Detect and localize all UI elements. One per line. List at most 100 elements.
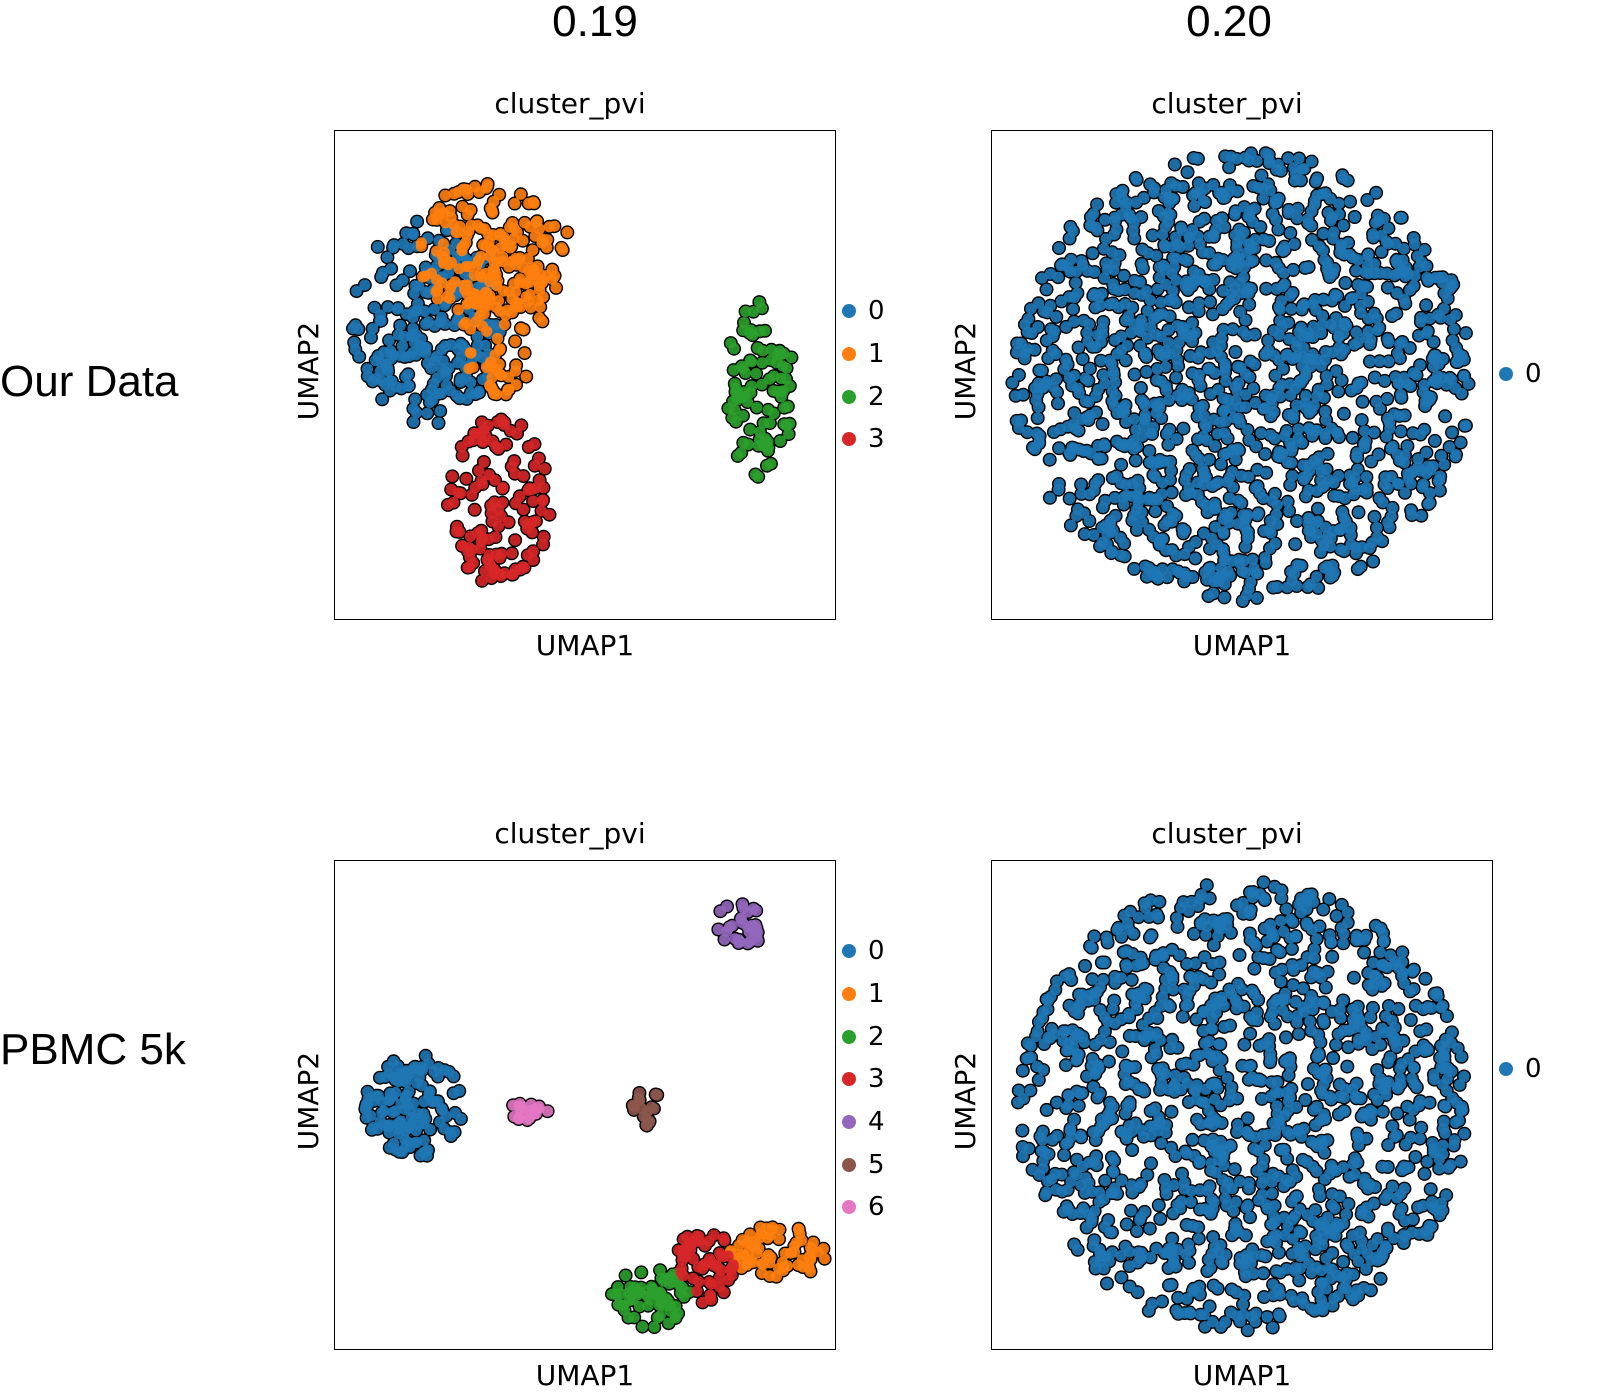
- data-point-cluster-3: [474, 542, 486, 555]
- data-point-cluster-0: [1111, 436, 1123, 448]
- data-point-cluster-0: [1240, 389, 1252, 401]
- data-point-cluster-0: [1052, 397, 1064, 409]
- data-point-cluster-0: [1239, 368, 1252, 380]
- data-point-cluster-0: [1139, 560, 1151, 573]
- data-point-cluster-0: [1082, 336, 1094, 348]
- data-point-cluster-3: [718, 1234, 730, 1247]
- data-point-cluster-0: [1193, 297, 1205, 309]
- data-point-cluster-3: [492, 520, 504, 532]
- data-point-cluster-2: [768, 385, 780, 397]
- data-point-cluster-1: [463, 363, 475, 375]
- data-point-cluster-1: [518, 324, 530, 336]
- data-point-cluster-0: [1094, 540, 1106, 552]
- data-point-cluster-4: [737, 902, 749, 914]
- data-point-cluster-4: [726, 920, 738, 932]
- data-point-cluster-2: [632, 1289, 644, 1301]
- data-point-cluster-0: [393, 1146, 405, 1158]
- data-point-cluster-0: [419, 305, 431, 317]
- data-point-cluster-0: [1112, 301, 1125, 313]
- data-point-cluster-0: [1114, 532, 1126, 544]
- data-point-cluster-0: [471, 331, 484, 343]
- data-point-cluster-0: [1367, 555, 1379, 568]
- data-point-cluster-0: [1298, 163, 1310, 175]
- data-point-cluster-0: [1323, 564, 1335, 576]
- data-point-cluster-0: [1239, 152, 1251, 164]
- data-point-cluster-0: [1335, 348, 1347, 360]
- data-point-cluster-0: [1215, 340, 1227, 352]
- data-point-cluster-3: [537, 538, 549, 550]
- data-point-cluster-0: [1193, 268, 1205, 280]
- data-point-cluster-0: [1383, 355, 1395, 367]
- data-point-cluster-0: [1021, 426, 1033, 438]
- data-point-cluster-0: [1283, 409, 1295, 421]
- data-point-cluster-3: [687, 1253, 699, 1265]
- data-point-cluster-0: [1115, 549, 1127, 561]
- data-point-cluster-0: [1151, 400, 1163, 412]
- data-point-cluster-0: [1247, 554, 1259, 566]
- data-point-cluster-0: [1064, 493, 1076, 505]
- data-point-cluster-0: [1243, 298, 1255, 311]
- data-point-cluster-1: [541, 242, 553, 254]
- data-point-cluster-0: [1318, 392, 1330, 404]
- data-point-cluster-0: [1075, 478, 1087, 491]
- data-point-cluster-0: [1224, 179, 1236, 191]
- x-axis-label: UMAP1: [535, 629, 635, 662]
- data-point-cluster-0: [1252, 507, 1264, 519]
- data-point-cluster-3: [469, 504, 481, 516]
- data-point-cluster-0: [1383, 521, 1396, 533]
- data-point-cluster-0: [1109, 376, 1121, 388]
- data-point-cluster-0: [1147, 469, 1159, 481]
- data-point-cluster-0: [1360, 331, 1372, 343]
- data-point-cluster-0: [1318, 294, 1330, 306]
- data-point-cluster-2: [728, 343, 740, 355]
- data-point-cluster-1: [486, 204, 498, 216]
- data-point-cluster-0: [1407, 367, 1420, 379]
- data-point-cluster-0: [361, 363, 374, 375]
- data-point-cluster-2: [618, 1304, 631, 1316]
- data-point-cluster-0: [1269, 197, 1281, 209]
- data-point-cluster-0: [1137, 262, 1149, 274]
- data-point-cluster-0: [1188, 200, 1200, 212]
- data-point-cluster-0: [1165, 465, 1177, 477]
- data-point-cluster-0: [1070, 266, 1083, 278]
- data-point-cluster-3: [469, 428, 481, 440]
- data-point-cluster-0: [1158, 350, 1170, 362]
- data-point-cluster-0: [1079, 528, 1091, 540]
- data-point-cluster-0: [1217, 543, 1229, 555]
- data-point-cluster-0: [1281, 349, 1294, 361]
- data-point-cluster-0: [420, 1050, 432, 1062]
- data-point-cluster-0: [1197, 430, 1210, 442]
- data-point-cluster-0: [1078, 315, 1090, 327]
- data-point-cluster-0: [407, 416, 420, 428]
- data-point-cluster-0: [1116, 185, 1129, 197]
- data-point-cluster-0: [1287, 264, 1299, 276]
- data-point-cluster-5: [646, 1101, 658, 1113]
- data-point-cluster-2: [726, 412, 738, 424]
- data-point-cluster-0: [1285, 303, 1297, 315]
- data-point-cluster-0: [1283, 207, 1295, 219]
- data-point-cluster-2: [765, 354, 777, 366]
- data-point-cluster-0: [1415, 510, 1427, 522]
- data-point-cluster-0: [1380, 430, 1393, 443]
- x-axis-label: UMAP1: [1192, 629, 1292, 662]
- data-point-cluster-0: [1374, 403, 1386, 415]
- data-point-cluster-0: [1040, 283, 1053, 295]
- data-point-cluster-0: [1092, 384, 1104, 396]
- data-point-cluster-3: [537, 482, 549, 494]
- data-point-cluster-0: [1303, 261, 1315, 273]
- data-point-cluster-0: [382, 1061, 394, 1073]
- data-point-cluster-0: [368, 302, 381, 314]
- data-point-cluster-0: [1136, 243, 1148, 256]
- data-point-cluster-0: [409, 393, 421, 405]
- data-point-cluster-0: [1419, 395, 1432, 407]
- data-point-cluster-0: [1423, 273, 1435, 285]
- data-point-cluster-1: [453, 226, 465, 238]
- data-point-cluster-0: [1286, 470, 1298, 482]
- data-point-cluster-0: [1265, 393, 1277, 405]
- data-point-cluster-1: [478, 223, 491, 235]
- data-point-cluster-0: [1428, 353, 1440, 365]
- data-point-cluster-0: [1115, 459, 1127, 471]
- data-point-cluster-0: [399, 1091, 412, 1103]
- data-point-cluster-0: [1013, 369, 1025, 381]
- data-point-cluster-0: [1460, 420, 1472, 432]
